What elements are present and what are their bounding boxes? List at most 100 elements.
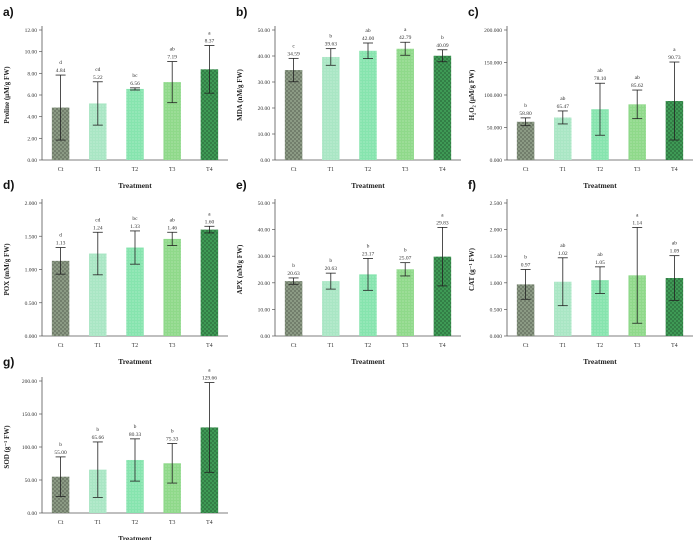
x-tick-label: T1 [95,167,102,173]
bar-texture [89,103,107,160]
value-label: 65.66 [92,435,105,441]
bar-texture [126,88,144,160]
panel-a: a) 0.00 2.00 4.00 6.00 8.00 10.00 12.00 Proline … [3,5,228,190]
y-tick-label: 10.00 [25,50,38,56]
value-label: 20.63 [287,271,300,277]
bar-group: 8.37 a T4 [200,30,219,173]
y-tick-label: 150.00 [22,412,37,418]
x-tick-label: T1 [560,343,567,349]
x-tick-label: T3 [169,167,176,173]
y-tick-label: 50.000 [487,126,502,132]
value-label: 85.62 [631,83,644,89]
value-label: 58.80 [519,111,532,117]
y-tick-label: 100.00 [22,445,37,451]
y-axis-label: MDA (nM/g FW) [236,68,244,120]
bar-group: 7.19 ab T3 [163,47,181,173]
x-tick-label: Ct [291,343,297,349]
y-axis-label: CAT (g⁻¹ FW) [468,247,476,291]
panel-b: b) 0.00 10.00 20.00 30.00 40.00 50.00 MDA (nM/g… [236,5,461,190]
y-tick-label: 8.00 [27,71,37,77]
value-label: 129.66 [202,376,217,382]
y-tick-label: 20.00 [258,106,271,112]
x-axis-label: Treatment [351,357,385,366]
bar-texture [163,82,181,160]
x-tick-label: T2 [132,520,139,526]
value-label: 1.46 [167,225,177,231]
bar-group: 1.09 ab T4 [665,241,684,349]
bar-texture [359,274,377,336]
x-tick-label: Ct [58,520,64,526]
significance-letter: a [673,47,676,53]
y-tick-label: 30.00 [258,254,271,260]
bar-group: 1.33 bc T2 [126,216,144,349]
y-tick-label: 0.500 [490,307,503,313]
panel-letter: g) [3,355,14,369]
bar-group: 80.33 b T2 [126,424,144,526]
significance-letter: bc [132,73,138,79]
panel-letter: c) [468,5,479,19]
bar-group: 78.10 ab T2 [591,68,609,173]
bar-group: 29.83 a T4 [433,212,452,349]
y-tick-label: 200.000 [484,28,502,34]
significance-letter: b [524,103,527,109]
significance-letter: cd [95,67,100,73]
significance-letter: b [329,34,332,40]
x-axis-label: Treatment [118,181,152,190]
x-tick-label: Ct [523,343,529,349]
significance-letter: ab [365,28,370,34]
bar-texture [322,281,340,336]
panel-letter: d) [3,178,14,192]
panel-g: g) 0.00 50.00 100.00 150.00 200.00 SOD (g⁻¹ FW… [3,355,228,540]
value-label: 0.97 [521,263,531,269]
value-label: 20.63 [325,266,338,272]
value-label: 1.02 [558,251,568,257]
value-label: 55.00 [54,450,67,456]
significance-letter: a [208,211,211,217]
bar-group: 4.84 d Ct [51,60,70,173]
x-tick-label: Ct [291,167,297,173]
significance-letter: ab [597,68,602,74]
significance-letter: b [404,248,407,254]
y-tick-label: 0.000 [490,334,503,340]
bar-texture [591,280,609,336]
value-label: 1.60 [205,219,215,225]
significance-letter: d [59,233,62,239]
bar-group: 6.56 bc T2 [126,73,144,173]
bar-texture [433,55,452,160]
bar-group: 1.60 a T4 [200,211,219,349]
value-label: 23.17 [362,251,375,257]
y-tick-label: 40.00 [258,54,271,60]
bar-texture [554,281,572,336]
x-axis-label: Treatment [583,181,617,190]
significance-letter: ab [635,75,640,81]
value-label: 39.63 [325,42,338,48]
x-tick-label: T2 [365,343,372,349]
significance-letter: ab [170,217,175,223]
y-axis-label: APX (nM/g FW) [236,244,244,294]
panel-f: f) 0.000 0.500 1.000 1.500 2.000 2.500 CAT (g⁻¹… [468,178,693,366]
y-tick-label: 20.00 [258,281,271,287]
y-tick-label: 40.00 [258,228,271,234]
value-label: 1.33 [130,224,140,230]
significance-letter: b [292,263,295,269]
bar-texture [284,281,303,336]
y-tick-label: 0.000 [25,334,38,340]
x-tick-label: T1 [328,167,335,173]
y-tick-label: 150.000 [484,61,502,67]
bar-group: 20.63 b T1 [322,258,340,349]
bar-group: 1.14 a T3 [628,212,646,349]
value-label: 29.83 [436,220,449,226]
bar-group: 42.00 ab T2 [359,28,377,173]
panel-e: e) 0.00 10.00 20.00 30.00 40.00 50.00 APX (nM/g… [236,178,461,366]
y-axis-label: Proline (µM/g FW) [3,66,11,124]
x-tick-label: T2 [597,167,604,173]
bar-group: 1.02 ab T1 [554,243,572,349]
bar-group: 55.00 b Ct [51,442,70,526]
x-tick-label: T2 [132,343,139,349]
bar-group: 39.63 b T1 [322,34,340,173]
x-tick-label: T1 [560,167,567,173]
x-tick-label: T3 [634,343,641,349]
bar-group: 0.97 b Ct [516,255,535,349]
significance-letter: cd [95,217,100,223]
